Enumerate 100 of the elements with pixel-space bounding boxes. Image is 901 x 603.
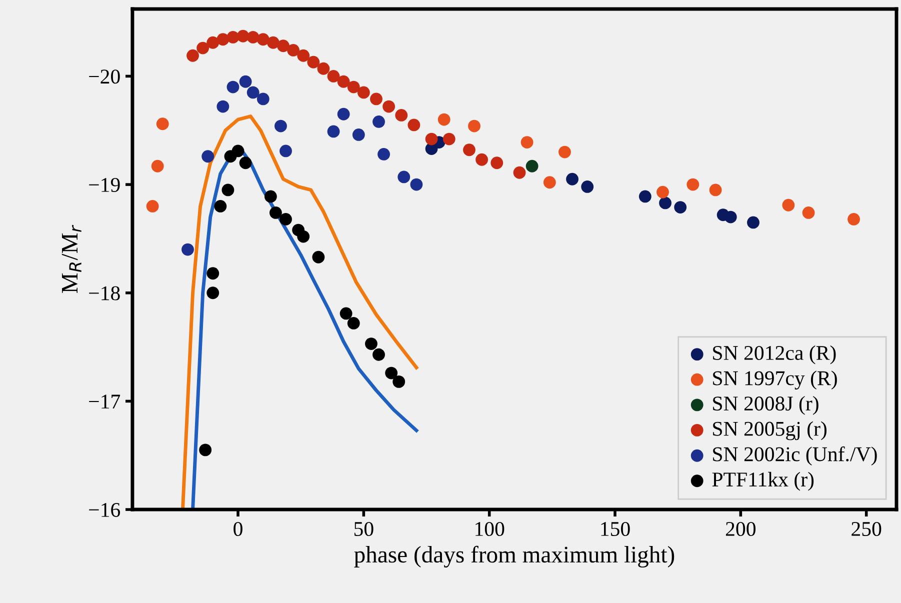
point [686, 178, 700, 191]
point [226, 80, 240, 94]
point [202, 150, 214, 163]
point [256, 92, 270, 106]
point [287, 44, 300, 56]
point [196, 42, 210, 54]
point [199, 444, 212, 456]
point [365, 338, 378, 350]
point [378, 148, 390, 160]
point [307, 56, 320, 68]
x-tick-label: 0 [234, 522, 242, 536]
point [266, 36, 280, 49]
point [724, 210, 737, 224]
point [232, 144, 244, 158]
point [337, 75, 350, 88]
point [297, 230, 310, 243]
point [269, 206, 282, 219]
x-tick-label: 250 [852, 522, 882, 536]
point [782, 198, 795, 212]
point [425, 132, 438, 146]
point [337, 108, 350, 120]
point [802, 206, 815, 219]
point [327, 70, 340, 82]
point [490, 156, 504, 170]
point [656, 186, 669, 198]
point [216, 100, 230, 113]
point [222, 184, 234, 196]
point [347, 316, 360, 330]
point [151, 160, 164, 172]
point [352, 128, 365, 141]
point [395, 109, 408, 122]
point [382, 100, 396, 113]
point [347, 80, 360, 94]
y-tick-label: −19 [89, 178, 120, 192]
y-tick-label: −18 [89, 286, 120, 300]
y-tick-label: −17 [89, 394, 120, 408]
point [280, 212, 292, 226]
point [357, 86, 370, 99]
point [280, 144, 292, 158]
legend-label: SN 1997cy (R) [713, 370, 837, 390]
legend-label: SN 2012ca (R) [713, 345, 836, 364]
point [277, 40, 290, 52]
point [216, 33, 230, 46]
point [256, 33, 270, 46]
point [214, 200, 227, 212]
legend-label: SN 2008J (r) [713, 396, 818, 415]
point [264, 190, 277, 203]
point [747, 216, 760, 229]
point [156, 118, 169, 130]
point [372, 348, 385, 361]
point [398, 170, 410, 184]
point [246, 86, 260, 99]
y-axis-title: M$_{R}$/M$_{r}$ [62, 224, 82, 293]
point [674, 201, 687, 214]
point [206, 267, 220, 280]
point [370, 92, 382, 106]
point [392, 375, 406, 388]
point [520, 136, 534, 149]
point [659, 196, 672, 210]
point [239, 75, 252, 88]
point [312, 250, 325, 264]
point [340, 307, 352, 320]
x-tick-label: 200 [726, 522, 756, 536]
point [848, 212, 860, 226]
point [146, 200, 159, 212]
point [246, 31, 260, 44]
point [297, 49, 310, 62]
point [206, 286, 220, 300]
point [206, 36, 220, 49]
point [566, 172, 578, 186]
point [385, 366, 398, 380]
point [372, 116, 385, 128]
point [543, 176, 556, 189]
y-tick-label: −20 [89, 70, 120, 84]
point [317, 62, 330, 75]
point [513, 166, 526, 179]
point [476, 153, 488, 166]
x-axis-title: phase (days from maximum light) [354, 546, 674, 568]
point [182, 243, 194, 256]
point [709, 184, 722, 196]
point [186, 49, 199, 62]
legend-label: SN 2005gj (r) [713, 421, 826, 440]
point [327, 125, 340, 138]
x-tick-label: 100 [476, 522, 504, 536]
x-tick-label: 150 [601, 522, 630, 536]
point [408, 118, 420, 132]
point [463, 144, 476, 156]
point [410, 178, 423, 191]
legend-label: SN 2002ic (Unf./V) [713, 446, 877, 466]
point [274, 120, 287, 132]
point [558, 146, 571, 158]
point [438, 113, 450, 126]
point [581, 180, 594, 193]
point [468, 120, 480, 132]
point [442, 132, 456, 146]
legend-label: PTF11kx (r) [712, 472, 814, 491]
x-tick-label: 50 [354, 522, 374, 536]
point [526, 160, 538, 172]
y-tick-label: −16 [89, 502, 120, 517]
point [239, 156, 252, 170]
